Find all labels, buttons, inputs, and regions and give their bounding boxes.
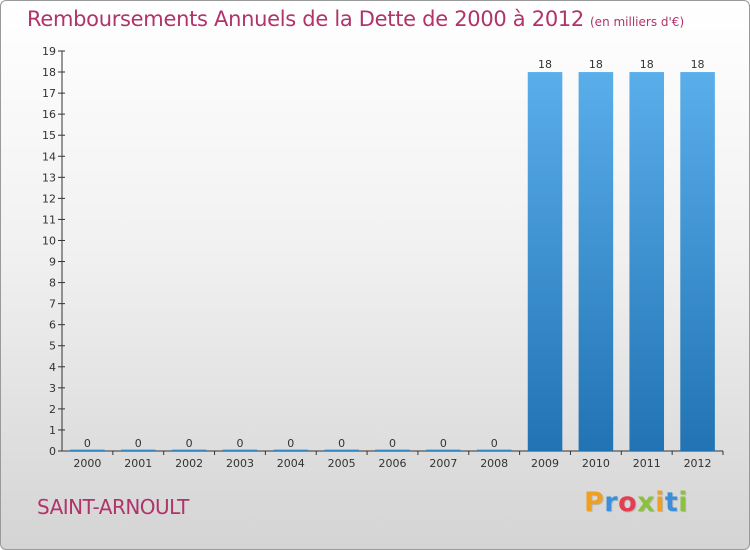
bar-2000 <box>70 449 105 451</box>
y-tick-label: 0 <box>49 445 56 458</box>
bar-2004 <box>273 449 309 451</box>
bar-2007 <box>426 449 461 451</box>
x-tick-label-2001: 2001 <box>124 457 152 470</box>
value-label-2007: 0 <box>440 437 447 450</box>
value-label-2012: 18 <box>691 58 705 71</box>
y-tick-label: 13 <box>42 171 56 184</box>
x-tick-label-2002: 2002 <box>175 457 203 470</box>
brand-letter: i <box>655 487 665 518</box>
x-tick-label-2009: 2009 <box>531 457 559 470</box>
brand-letter: x <box>637 487 656 518</box>
bar-2010 <box>578 72 614 451</box>
y-tick-label: 5 <box>49 340 56 353</box>
bar-2006 <box>375 449 410 451</box>
value-label-2006: 0 <box>389 437 396 450</box>
y-tick-label: 10 <box>42 234 56 247</box>
value-label-2001: 0 <box>135 437 142 450</box>
chart-subtitle: (en milliers d'€) <box>590 15 685 29</box>
bar-2005 <box>324 449 359 451</box>
proxiti-logo: Proxiti <box>584 487 688 518</box>
chart-title-text: Remboursements Annuels de la Dette de 20… <box>27 7 584 31</box>
value-label-2004: 0 <box>287 437 294 450</box>
bar-2011 <box>629 72 665 451</box>
bar-2002 <box>171 449 207 451</box>
brand-letter: r <box>604 487 619 518</box>
y-tick-label: 16 <box>42 108 56 121</box>
brand-letter: t <box>664 487 679 518</box>
chart-title: Remboursements Annuels de la Dette de 20… <box>27 7 684 31</box>
value-label-2003: 0 <box>236 437 243 450</box>
x-tick-label-2007: 2007 <box>429 457 457 470</box>
brand-letter: P <box>584 487 605 518</box>
y-tick-label: 4 <box>49 361 56 374</box>
brand-letter: o <box>618 487 638 518</box>
commune-name: SAINT-ARNOULT <box>37 495 189 519</box>
value-label-2011: 18 <box>640 58 654 71</box>
y-tick-label: 8 <box>49 277 56 290</box>
y-tick-label: 17 <box>42 87 56 100</box>
bar-2001 <box>120 449 156 451</box>
y-tick-label: 7 <box>49 298 56 311</box>
x-tick-label-2008: 2008 <box>480 457 508 470</box>
x-tick-label-2012: 2012 <box>684 457 712 470</box>
x-tick-label-2011: 2011 <box>633 457 661 470</box>
bar-2012 <box>680 72 715 451</box>
y-tick-label: 6 <box>49 319 56 332</box>
x-tick-label-2005: 2005 <box>328 457 356 470</box>
x-tick-label-2004: 2004 <box>277 457 305 470</box>
value-label-2000: 0 <box>84 437 91 450</box>
chart-labels: 2000 0 2001 0 2002 0 2003 0 2004 0 2005 0 2006 0 2007 0… <box>73 58 711 470</box>
x-tick-label-2006: 2006 <box>379 457 407 470</box>
brand-letter: i <box>678 487 689 518</box>
value-label-2002: 0 <box>186 437 193 450</box>
bar-2008 <box>476 449 512 451</box>
y-tick-label: 11 <box>42 213 56 226</box>
y-tick-label: 1 <box>49 424 56 437</box>
x-tick-label-2003: 2003 <box>226 457 254 470</box>
y-tick-label: 15 <box>42 129 56 142</box>
y-tick-label: 9 <box>49 256 56 269</box>
value-label-2005: 0 <box>338 437 345 450</box>
bar-2003 <box>222 449 258 451</box>
y-tick-label: 14 <box>42 150 56 163</box>
y-tick-label: 3 <box>49 382 56 395</box>
x-tick-label-2000: 2000 <box>73 457 101 470</box>
x-tick-label-2010: 2010 <box>582 457 610 470</box>
y-tick-label: 2 <box>49 403 56 416</box>
y-tick-label: 19 <box>42 45 56 58</box>
y-tick-label: 12 <box>42 192 56 205</box>
value-label-2009: 18 <box>538 58 552 71</box>
chart-bars <box>70 72 715 451</box>
value-label-2008: 0 <box>491 437 498 450</box>
bar-2009 <box>527 72 563 451</box>
value-label-2010: 18 <box>589 58 603 71</box>
y-tick-label: 18 <box>42 66 56 79</box>
